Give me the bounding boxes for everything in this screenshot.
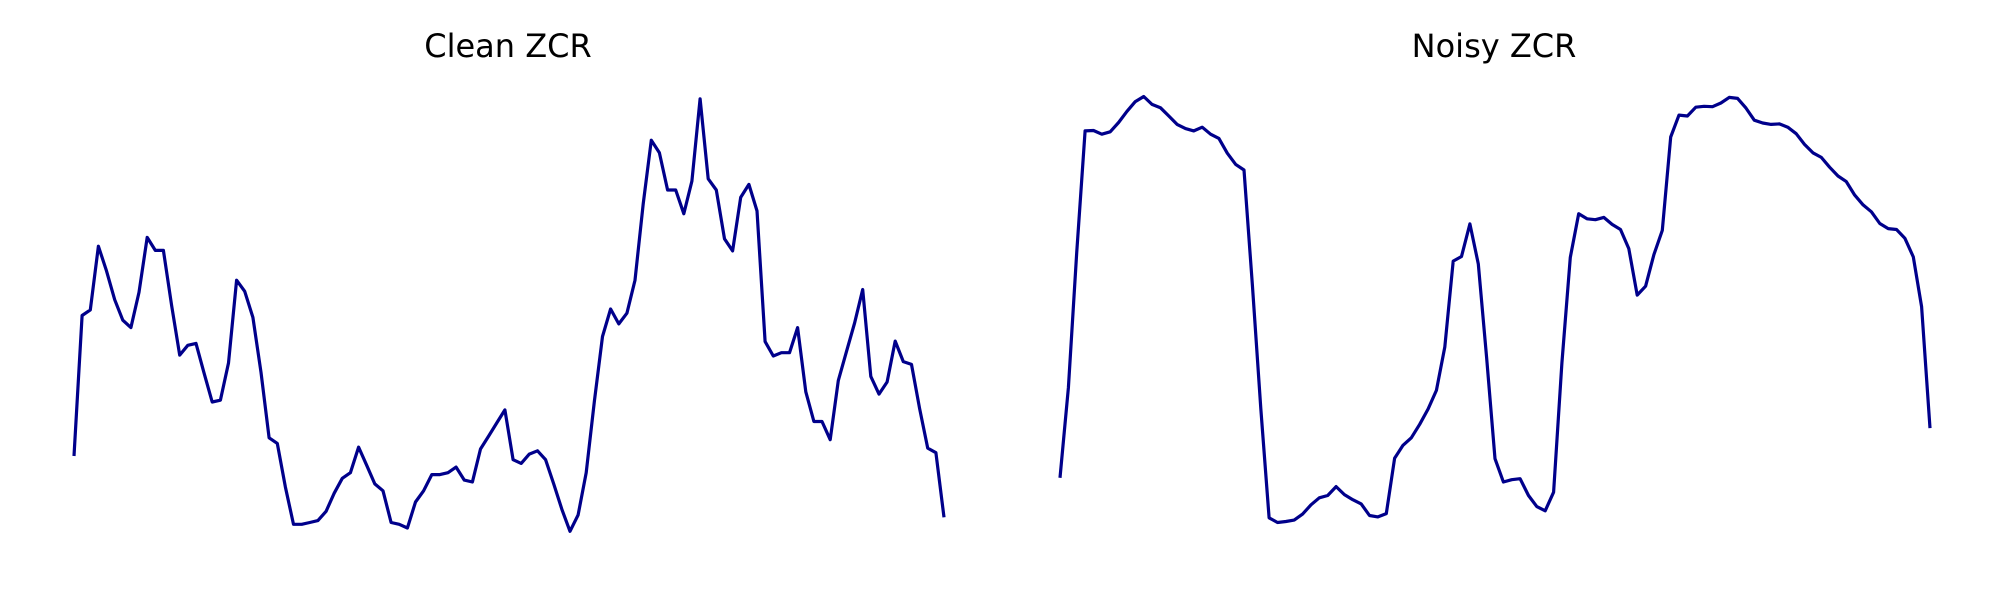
series-line-noisy [1058, 94, 1932, 525]
panel-clean: Clean ZCR [72, 27, 946, 533]
series-line-clean [72, 97, 946, 533]
panel-noisy: Noisy ZCR [1058, 27, 1932, 525]
chart-title-clean: Clean ZCR [424, 27, 591, 65]
chart-title-noisy: Noisy ZCR [1412, 27, 1577, 65]
